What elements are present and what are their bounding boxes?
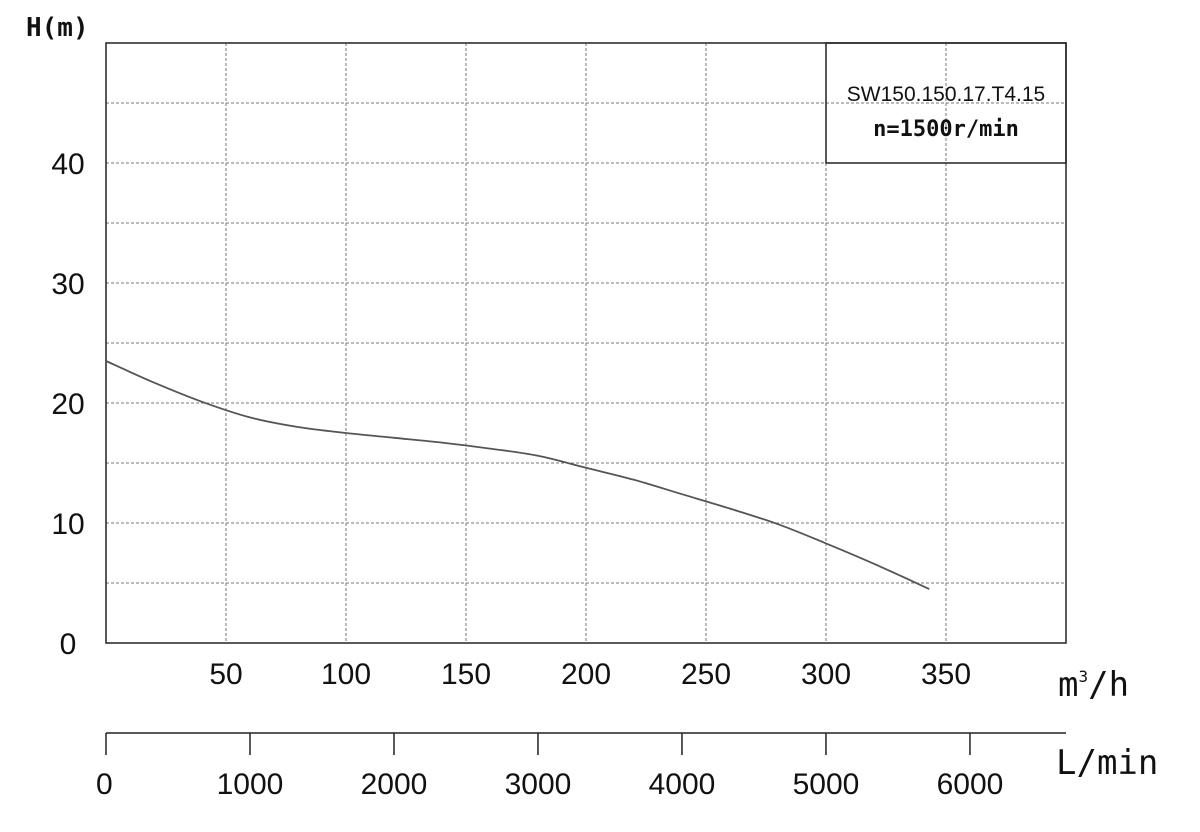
spec-box: SW150.150.17.T4.15 n=1500r/min <box>825 42 1067 164</box>
y-tick-label: 0 <box>60 628 77 661</box>
secondary-tick-label: 3000 <box>505 768 572 801</box>
secondary-axis-unit-label: L/min <box>1056 743 1158 783</box>
y-tick-label: 20 <box>51 388 84 421</box>
x-tick-label: 350 <box>921 658 971 691</box>
plot-frame <box>105 42 1067 644</box>
y-tick-labels: 0 10 20 30 40 <box>51 148 84 661</box>
x-tick-labels: 50 100 150 200 250 300 350 <box>209 658 971 691</box>
y-axis-label: H(m) <box>26 13 89 43</box>
head-curve-line <box>105 360 930 590</box>
x-tick-label: 50 <box>209 658 242 691</box>
speed-label: n=1500r/min <box>873 117 1019 142</box>
secondary-tick-label: 2000 <box>361 768 428 801</box>
x-axis-unit-tail: /h <box>1088 665 1129 705</box>
x-axis-unit-label: m3/h <box>1058 665 1129 705</box>
x-tick-label: 150 <box>441 658 491 691</box>
secondary-tick-label: 5000 <box>793 768 860 801</box>
x-axis-unit-superscript: 3 <box>1078 667 1088 686</box>
y-tick-label: 40 <box>51 148 84 181</box>
secondary-tick-label: 1000 <box>217 768 284 801</box>
y-tick-label: 10 <box>51 508 84 541</box>
secondary-tick-label: 0 <box>96 768 113 801</box>
x-axis-unit-base: m <box>1058 665 1078 705</box>
x-tick-label: 300 <box>801 658 851 691</box>
spec-box-frame <box>825 42 1067 164</box>
secondary-axis-ticks: 0 1000 2000 3000 4000 5000 6000 <box>96 733 1003 801</box>
model-label: SW150.150.17.T4.15 <box>847 83 1045 106</box>
y-tick-label: 30 <box>51 268 84 301</box>
secondary-tick-label: 4000 <box>649 768 716 801</box>
x-tick-label: 250 <box>681 658 731 691</box>
x-tick-label: 100 <box>321 658 371 691</box>
secondary-tick-label: 6000 <box>937 768 1004 801</box>
x-tick-label: 200 <box>561 658 611 691</box>
